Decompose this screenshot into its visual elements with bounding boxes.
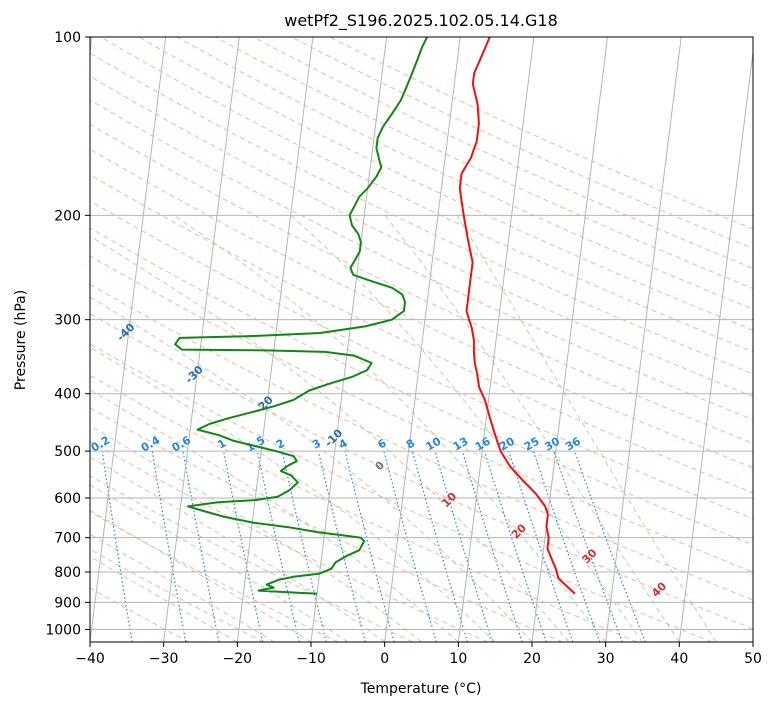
moist-adiabat xyxy=(90,296,533,642)
x-tick-label: −40 xyxy=(75,651,105,667)
isotherm xyxy=(236,37,314,642)
isotherm xyxy=(605,37,682,642)
x-tick-label: 10 xyxy=(449,651,467,667)
dry-adiabat-label: -50 xyxy=(45,286,68,309)
moist-adiabat xyxy=(90,484,349,642)
sounding-series xyxy=(174,37,576,595)
dry-adiabat xyxy=(90,511,339,642)
dry-adiabat xyxy=(138,37,753,331)
isotherm xyxy=(678,48,753,642)
dry-adiabat xyxy=(90,313,753,630)
moist-adiabat xyxy=(90,533,275,642)
mixing-ratio-line xyxy=(553,450,623,642)
moist-adiabat xyxy=(90,424,422,642)
x-tick-label: 0 xyxy=(380,651,389,667)
y-tick-label: 900 xyxy=(54,595,81,611)
y-tick-label: 300 xyxy=(54,313,81,329)
dry-adiabat xyxy=(90,75,753,398)
y-tick-label: 100 xyxy=(54,30,81,46)
moist-adiabat xyxy=(90,456,385,642)
dry-adiabat-label: -60 xyxy=(0,239,1,262)
y-tick-label: 800 xyxy=(54,565,81,581)
plot-frame xyxy=(89,36,754,643)
moist-adiabat xyxy=(173,214,607,642)
mixing-ratio-line xyxy=(383,450,437,642)
dry-adiabat xyxy=(90,548,264,642)
mixing-ratio-line xyxy=(223,450,264,642)
dry-adiabat xyxy=(90,123,753,444)
dry-adiabat xyxy=(90,227,753,546)
moist-adiabat-label: 0 xyxy=(373,458,388,473)
isotherm xyxy=(90,37,167,642)
y-tick-label: 1000 xyxy=(45,622,81,638)
isotherm xyxy=(531,37,609,642)
dry-adiabat xyxy=(90,475,414,642)
x-tick-label: 50 xyxy=(744,651,762,667)
x-tick-label: 40 xyxy=(670,651,688,667)
mixing-ratio-line xyxy=(532,450,601,642)
mixing-ratio-line xyxy=(411,450,469,642)
moist-adiabat xyxy=(90,235,570,642)
chart-title: wetPf2_S196.2025.102.05.14.G18 xyxy=(284,11,558,31)
dry-adiabat xyxy=(90,52,753,375)
dry-adiabat xyxy=(215,37,753,290)
dry-adiabat xyxy=(90,174,753,494)
y-axis-label: Pressure (hPa) xyxy=(13,290,29,390)
moist-adiabat-label: 10 xyxy=(439,490,459,510)
mixing-ratio-line xyxy=(182,450,220,642)
mixing-ratio-line xyxy=(256,450,300,642)
dry-adiabat xyxy=(90,283,753,601)
y-tick-label: 700 xyxy=(54,531,81,547)
moist-adiabat xyxy=(90,346,496,642)
mixing-ratio-label: 3 xyxy=(310,437,323,452)
moist-adiabat-label: 30 xyxy=(580,546,600,566)
moist-adiabat xyxy=(90,556,238,642)
moist-adiabat-label: 40 xyxy=(649,579,669,599)
y-tick-label: 600 xyxy=(54,491,81,507)
moist-adiabat xyxy=(90,388,459,642)
background-lines xyxy=(90,37,753,642)
dry-adiabat xyxy=(90,148,753,469)
x-axis-label: Temperature (°C) xyxy=(360,681,482,697)
mixing-ratio-line xyxy=(101,451,133,642)
dry-adiabat xyxy=(90,440,488,642)
x-tick-label: −30 xyxy=(149,651,179,667)
mixing-ratio-label: 8 xyxy=(404,437,417,452)
y-tick-label: 400 xyxy=(54,387,81,403)
dry-adiabat-label: -30 xyxy=(183,363,206,386)
mixing-ratio-line xyxy=(461,450,523,642)
isotherm xyxy=(384,37,461,642)
temperature-profile xyxy=(458,37,576,595)
dry-adiabat xyxy=(90,407,563,642)
isotherm xyxy=(752,637,753,642)
dry-adiabat xyxy=(90,374,638,642)
x-tick-label: −10 xyxy=(296,651,326,667)
y-tick-label: 500 xyxy=(54,444,81,460)
dry-adiabat-label: -40 xyxy=(114,320,137,343)
mixing-ratio-line xyxy=(574,450,646,642)
y-axis-ticks: 100 200 300 400 500 600 700 800 900 1000 xyxy=(45,30,90,638)
mixing-ratio-line xyxy=(281,450,327,642)
x-tick-label: 30 xyxy=(597,651,615,667)
mixing-ratio-line xyxy=(317,450,366,642)
mixing-ratio-line xyxy=(508,450,574,642)
isotherm xyxy=(457,37,535,642)
isotherm xyxy=(163,37,240,642)
dewpoint-profile xyxy=(174,37,428,595)
y-tick-label: 200 xyxy=(54,208,81,224)
moist-adiabat xyxy=(384,214,680,642)
x-tick-label: −20 xyxy=(223,651,253,667)
mixing-ratio-line xyxy=(434,450,493,642)
dry-adiabat xyxy=(253,37,753,269)
dry-adiabat xyxy=(90,255,753,573)
dry-adiabat xyxy=(90,200,753,520)
isotherm xyxy=(310,37,388,642)
dry-adiabat xyxy=(90,343,712,642)
x-axis-ticks: −40 −30 −20 −10 0 10 20 30 40 50 xyxy=(75,642,762,667)
x-tick-label: 20 xyxy=(523,651,541,667)
mixing-ratio-line xyxy=(484,450,547,642)
moist-adiabat xyxy=(456,215,717,642)
dry-adiabat xyxy=(90,99,753,421)
